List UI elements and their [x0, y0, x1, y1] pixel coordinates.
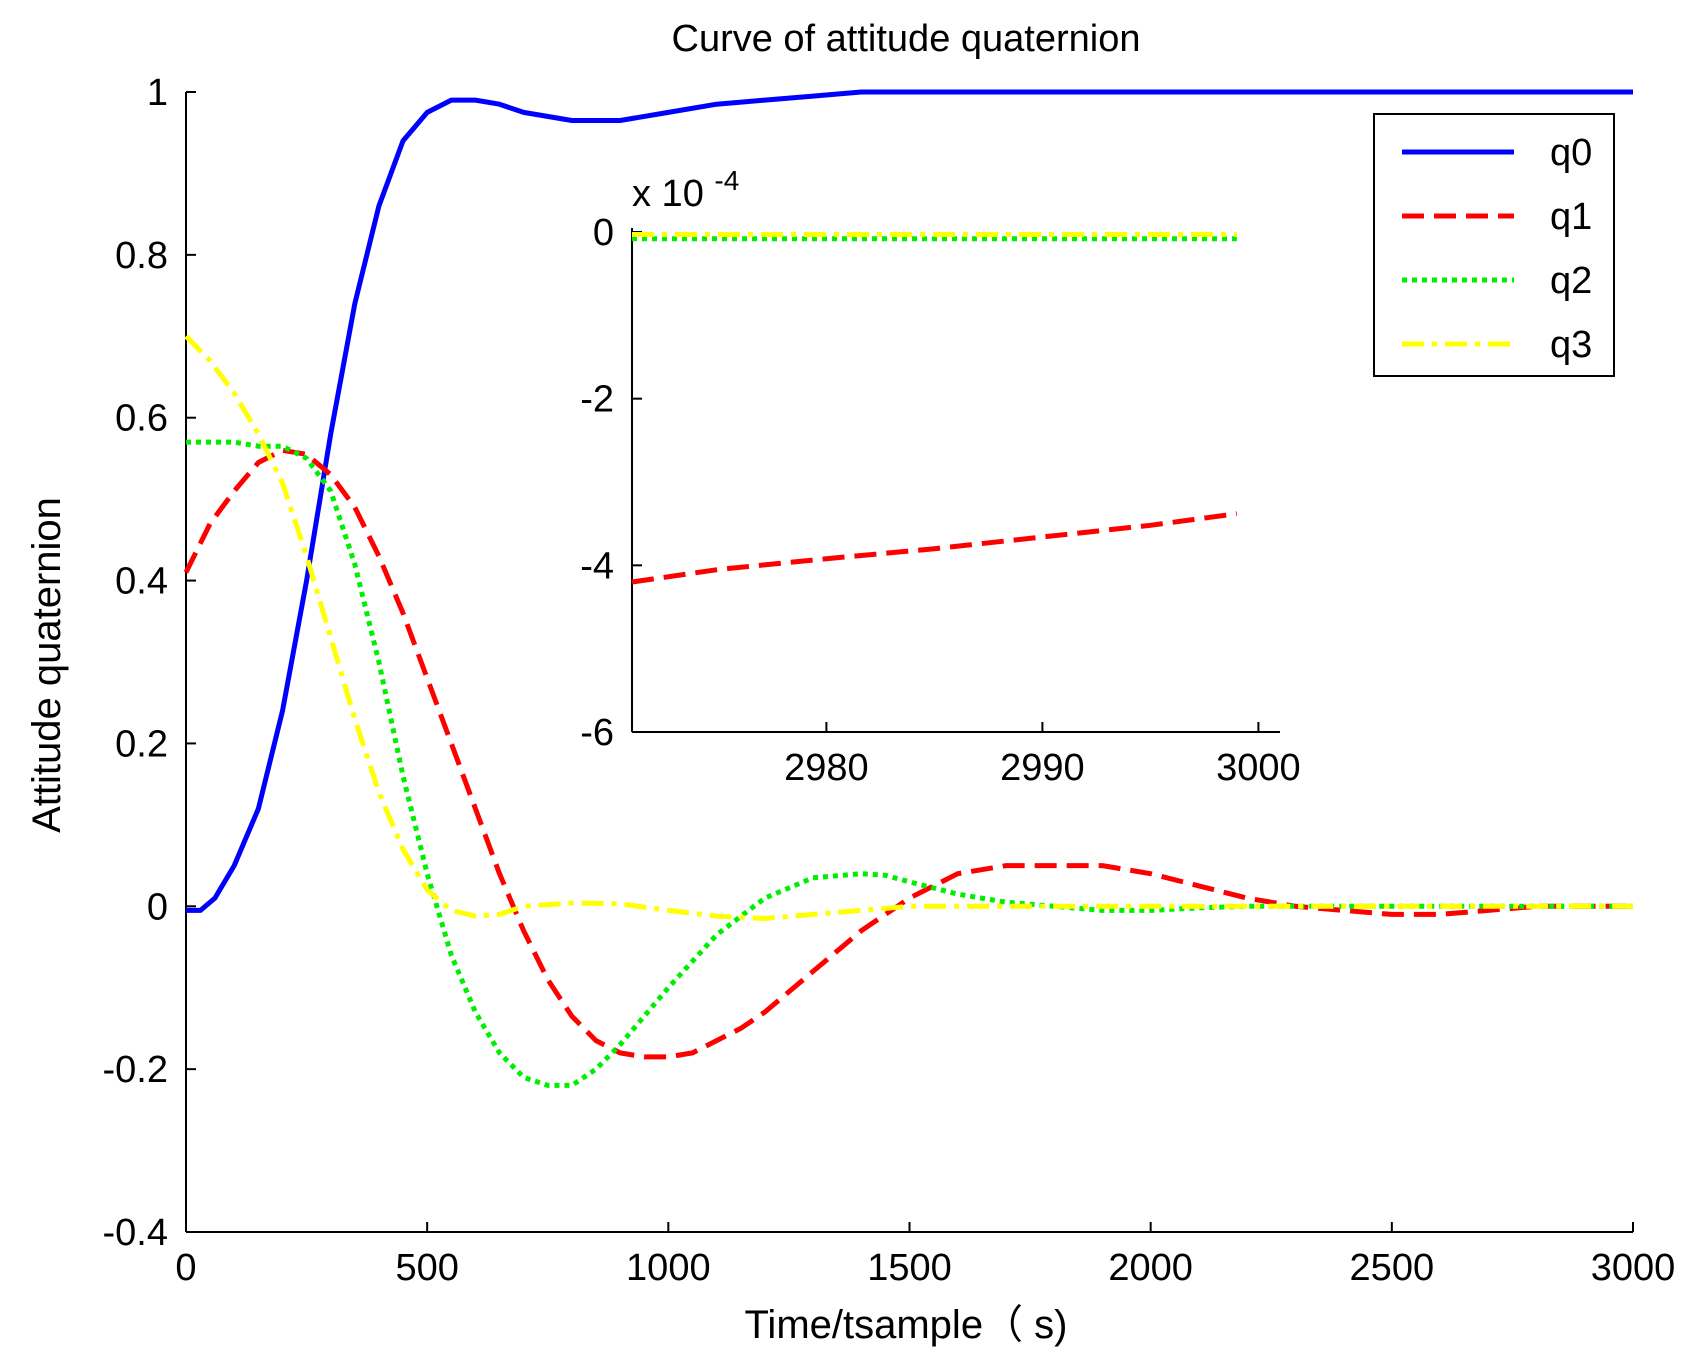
- legend-label-q2: q2: [1550, 260, 1592, 302]
- inset-y-tick-label: 0: [593, 212, 614, 254]
- legend-label-q1: q1: [1550, 196, 1592, 238]
- inset-y-tick-label: -6: [580, 712, 614, 754]
- inset-x-tick-label: 2990: [1000, 747, 1085, 789]
- inset-x-tick-label: 3000: [1216, 747, 1301, 789]
- main-y-tick-label: -0.2: [103, 1049, 168, 1091]
- inset-series-lines: [631, 232, 1238, 585]
- main-y-tick-label: 0.2: [115, 723, 168, 765]
- x-axis-label: Time/tsample（ s): [744, 1303, 1067, 1347]
- inset-scale-base: x 10: [632, 173, 704, 215]
- inset-y-tick-label: -4: [580, 545, 614, 587]
- y-axis-label: Attitude quaternion: [25, 497, 69, 833]
- legend-entries: q0 q1 q2 q3: [1402, 132, 1592, 366]
- main-x-tick-label: 500: [395, 1247, 458, 1289]
- legend-label-q3: q3: [1550, 324, 1592, 366]
- main-x-tick-label: 1500: [867, 1247, 952, 1289]
- main-ticks: 0 500 1000 1500 2000 2500 3000 -0.4 -0.2 0 0.2 0.4 0…: [103, 72, 1676, 1289]
- main-y-tick-label: -0.4: [103, 1212, 168, 1254]
- inset-series-q1: [631, 511, 1238, 585]
- main-y-tick-label: 0: [147, 886, 168, 928]
- legend-box: [1373, 113, 1615, 377]
- legend: q0 q1 q2 q3: [1373, 113, 1615, 377]
- main-x-tick-label: 3000: [1591, 1247, 1676, 1289]
- main-x-tick-label: 0: [175, 1247, 196, 1289]
- main-y-tick-label: 0.6: [115, 398, 168, 440]
- main-x-tick-label: 2000: [1108, 1247, 1193, 1289]
- chart-title: Curve of attitude quaternion: [672, 18, 1141, 60]
- main-x-tick-label: 2500: [1350, 1247, 1435, 1289]
- main-axes: 0 500 1000 1500 2000 2500 3000 -0.4 -0.2 0 0.2 0.4 0…: [103, 72, 1676, 1289]
- inset-scale-label: x 10 -4: [632, 165, 739, 215]
- inset-background: [630, 228, 1280, 732]
- main-series-lines: [183, 89, 1633, 1088]
- main-y-tick-label: 1: [147, 72, 168, 114]
- inset-ticks: 2980 2990 3000 -6 -4 -2 0: [580, 212, 1300, 789]
- main-series-q3: [184, 334, 1633, 921]
- main-series-q1: [183, 447, 1633, 1060]
- inset-x-tick-label: 2980: [784, 747, 869, 789]
- inset-y-tick-label: -2: [580, 379, 614, 421]
- legend-label-q0: q0: [1550, 132, 1592, 174]
- inset-axes: x 10 -4 2980 2990 3000 -6 -4 -2 0: [580, 165, 1300, 789]
- main-x-tick-label: 1000: [626, 1247, 711, 1289]
- main-series-q0: [186, 89, 1633, 913]
- main-y-tick-label: 0.4: [115, 561, 168, 603]
- main-y-tick-label: 0.8: [115, 235, 168, 277]
- inset-scale-exponent: -4: [714, 165, 739, 196]
